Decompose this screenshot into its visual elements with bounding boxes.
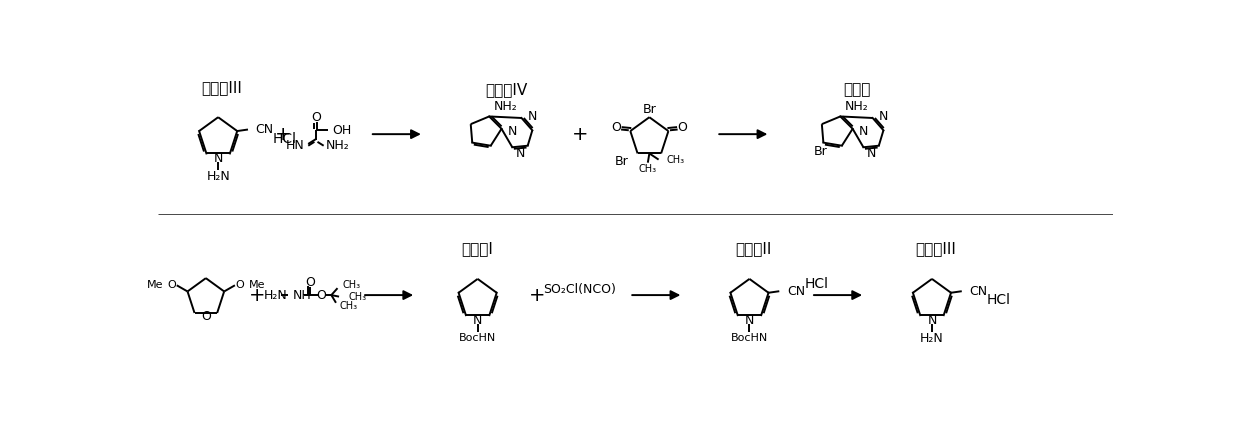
Text: NH: NH [293, 289, 311, 302]
Text: CH₃: CH₃ [639, 164, 657, 174]
Text: HCl: HCl [273, 132, 296, 146]
Text: N: N [507, 125, 517, 139]
Text: CH₃: CH₃ [339, 301, 357, 311]
Text: BocHN: BocHN [730, 333, 768, 343]
Text: +: + [528, 286, 546, 305]
Text: O: O [611, 121, 621, 134]
Text: O: O [305, 276, 315, 289]
Text: CN: CN [787, 285, 805, 298]
Text: N: N [516, 147, 525, 160]
Text: OH: OH [332, 124, 351, 137]
Text: +: + [274, 125, 291, 144]
Text: 中间体I: 中间体I [461, 241, 494, 256]
Text: +: + [572, 125, 588, 144]
Text: H₂N: H₂N [206, 170, 231, 183]
Text: H₂N: H₂N [920, 332, 944, 345]
Text: O: O [236, 280, 244, 290]
Text: O: O [167, 280, 176, 290]
Text: Br: Br [615, 155, 629, 167]
Text: +: + [248, 286, 265, 305]
Text: CH₃: CH₃ [343, 280, 361, 290]
Text: N: N [745, 314, 754, 327]
Text: N: N [472, 314, 482, 327]
Text: H₂N: H₂N [264, 289, 288, 302]
Text: NH₂: NH₂ [494, 100, 517, 113]
Text: NH₂: NH₂ [844, 100, 868, 113]
Text: 中间体IV: 中间体IV [485, 82, 527, 97]
Text: 中间体II: 中间体II [735, 241, 771, 256]
Text: SO₂Cl(NCO): SO₂Cl(NCO) [543, 283, 616, 296]
Text: 中间体III: 中间体III [915, 241, 956, 256]
Text: CN: CN [255, 123, 274, 136]
Text: N: N [528, 110, 537, 123]
Text: CH₃: CH₃ [666, 156, 684, 165]
Text: Me: Me [249, 280, 265, 289]
Text: O: O [201, 309, 211, 323]
Text: HN: HN [285, 139, 304, 152]
Text: Br: Br [642, 103, 656, 116]
Text: HCl: HCl [986, 293, 1011, 307]
Text: O: O [677, 121, 687, 134]
Text: N: N [879, 110, 888, 123]
Text: BocHN: BocHN [459, 333, 496, 343]
Text: N: N [928, 314, 936, 327]
Text: Me: Me [146, 280, 162, 289]
Text: 终产物: 终产物 [843, 82, 870, 97]
Text: NH₂: NH₂ [326, 139, 350, 152]
Text: HCl: HCl [805, 277, 828, 291]
Text: N: N [859, 125, 868, 139]
Text: N: N [867, 147, 875, 160]
Text: CN: CN [970, 285, 987, 298]
Text: N: N [213, 152, 223, 165]
Text: CH₃: CH₃ [348, 292, 366, 302]
Text: O: O [311, 111, 321, 125]
Text: Br: Br [815, 145, 828, 159]
Text: 中间体III: 中间体III [202, 80, 243, 95]
Text: O: O [316, 289, 326, 302]
